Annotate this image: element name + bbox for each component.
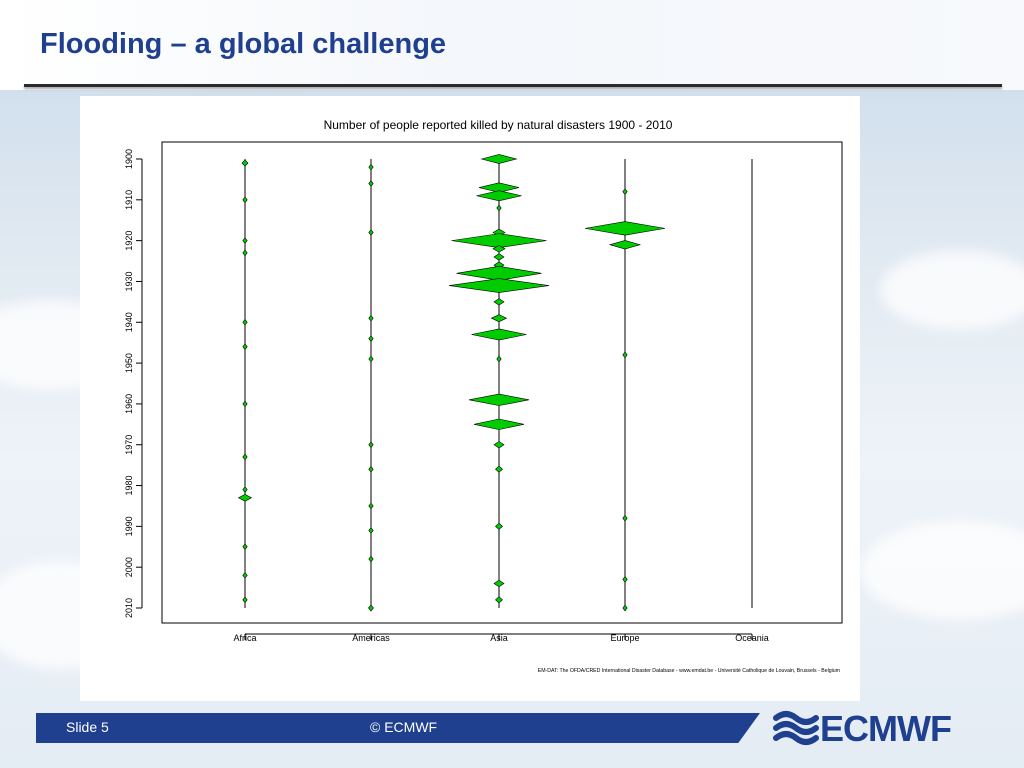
data-point-americas (368, 355, 374, 363)
data-point-asia (493, 253, 505, 261)
data-point-africa (242, 572, 248, 579)
data-point-africa (237, 494, 253, 502)
data-point-asia (493, 579, 505, 588)
data-point-asia (495, 465, 503, 473)
data-point-africa (242, 249, 248, 257)
data-point-africa (242, 343, 248, 351)
data-point-europe (622, 604, 628, 612)
data-point-asia (476, 190, 522, 202)
plot-frame (161, 141, 843, 624)
data-point-americas (368, 314, 374, 322)
slide-number: Slide 5 (66, 719, 109, 735)
background-sky (0, 0, 1024, 90)
data-point-europe (622, 188, 628, 196)
data-point-africa (242, 400, 248, 408)
y-tick-label: 2000 (124, 557, 134, 577)
data-point-africa (242, 196, 248, 204)
data-point-europe (584, 221, 666, 236)
data-point-asia (448, 278, 550, 293)
data-point-asia (492, 245, 506, 253)
y-tick-label: 1910 (124, 190, 134, 210)
data-point-americas (368, 229, 374, 236)
data-point-asia (496, 355, 502, 363)
chart-source: EM-DAT: The OFDA/CRED International Disa… (538, 668, 840, 674)
data-point-asia (471, 328, 527, 341)
data-point-asia (495, 596, 503, 604)
data-point-americas (368, 502, 374, 510)
data-point-europe (622, 514, 628, 522)
y-tick-label: 1990 (124, 516, 134, 536)
data-point-africa (242, 543, 248, 551)
y-tick-label: 1920 (124, 231, 134, 251)
data-point-europe (622, 575, 628, 583)
background-cloud (880, 250, 1024, 330)
data-point-americas (368, 441, 374, 449)
data-point-asia (493, 441, 505, 449)
data-point-africa (242, 486, 248, 493)
data-point-africa (241, 159, 249, 167)
y-tick-label: 1970 (124, 435, 134, 455)
data-point-asia (468, 393, 530, 406)
data-point-americas (368, 335, 374, 342)
x-tick-label: Europe (610, 633, 639, 643)
data-point-asia (480, 154, 518, 164)
data-point-americas (368, 163, 374, 171)
x-tick-label: Africa (233, 633, 256, 643)
data-point-asia (496, 204, 502, 212)
footer-bar (36, 713, 760, 743)
data-point-africa (242, 237, 248, 244)
data-point-asia (490, 314, 508, 323)
data-point-americas (368, 604, 374, 612)
data-point-europe (622, 351, 628, 359)
x-tick-label: Americas (352, 633, 390, 643)
slide-title: Flooding – a global challenge (40, 28, 447, 60)
x-tick-label: Oceania (735, 633, 769, 643)
background-cloud (860, 520, 1024, 620)
data-point-americas (368, 555, 374, 563)
data-point-asia (473, 418, 525, 430)
data-point-africa (242, 453, 248, 461)
data-point-americas (368, 465, 374, 473)
y-tick-label: 1950 (124, 353, 134, 373)
data-point-africa (242, 318, 248, 326)
x-tick-label: Asia (490, 633, 508, 643)
data-point-asia (493, 298, 505, 306)
chart-panel: Number of people reported killed by natu… (80, 96, 860, 701)
data-point-asia (456, 265, 542, 281)
y-tick-label: 1900 (124, 149, 134, 169)
title-divider (24, 84, 1002, 87)
data-point-asia (495, 522, 503, 530)
ecmwf-logo-icon (773, 711, 819, 745)
copyright-text: © ECMWF (370, 719, 438, 735)
chart-title: Number of people reported killed by natu… (324, 118, 673, 132)
data-point-africa (242, 596, 248, 604)
data-point-europe (608, 240, 642, 250)
y-axis: 1900 1910 1920 1930 1940 1950 1960 1970 1980 1990… (124, 149, 143, 618)
y-tick-label: 1960 (124, 394, 134, 414)
data-point-americas (368, 180, 374, 187)
y-tick-label: 1980 (124, 476, 134, 496)
data-point-americas (368, 527, 374, 534)
y-tick-label: 2010 (124, 598, 134, 618)
x-axis: Africa Americas Asia Europe Oceania (233, 633, 768, 643)
chart-svg: Number of people reported killed by natu… (124, 118, 843, 674)
chart-marks (237, 154, 753, 612)
y-tick-label: 1930 (124, 271, 134, 291)
data-point-asia (451, 233, 547, 248)
y-tick-label: 1940 (124, 312, 134, 332)
ecmwf-logo-text: ECMWF (820, 708, 952, 749)
data-point-asia (478, 182, 520, 193)
